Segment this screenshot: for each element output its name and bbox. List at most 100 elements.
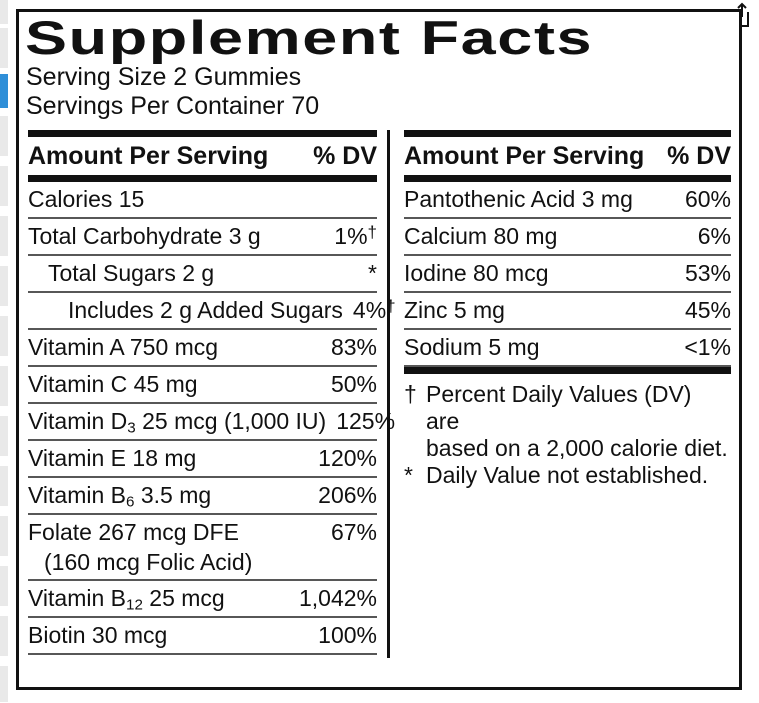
nutrient-row: Total Sugars 2 g * — [28, 256, 377, 291]
right-column-header: Amount Per Serving % DV — [404, 137, 731, 175]
left-rows-container: Calories 15 Total Carbohydrate 3 g 1%† Tota… — [28, 182, 396, 655]
nutrient-dv-value: 1%† — [334, 222, 377, 249]
rule-thick-under-right-header — [404, 175, 731, 182]
rule-thick-top-right — [404, 130, 731, 137]
rule-thick-top-left — [28, 130, 377, 137]
right-nutrient-column: Amount Per Serving % DV Pantothenic Acid… — [387, 130, 739, 658]
nutrient-row: Vitamin D3 25 mcg (1,000 IU) 125% — [28, 404, 395, 439]
row-divider — [28, 513, 377, 515]
edge-list-item[interactable] — [0, 216, 8, 257]
footnote: † Percent Daily Values (DV) are based on a… — [404, 381, 731, 462]
nutrient-dv-value: 120% — [318, 445, 377, 471]
footnote-text: Daily Value not established. — [426, 462, 709, 488]
nutrient-dv-value: <1% — [684, 334, 731, 360]
nutrient-dv-value: 125% — [336, 408, 396, 434]
nutrient-name: Zinc 5 mg — [404, 297, 505, 323]
edge-list-item[interactable] — [0, 116, 8, 157]
nutrient-dv-value: 206% — [318, 482, 377, 508]
nutrient-row: Vitamin C 45 mg 50% — [28, 367, 377, 402]
edge-list-item[interactable] — [0, 466, 8, 507]
nutrient-name: Includes 2 g Added Sugars — [68, 297, 343, 323]
row-divider — [28, 579, 377, 581]
right-header-amount-label: Amount Per Serving — [404, 142, 645, 170]
nutrient-row: Biotin 30 mcg 100% — [28, 618, 377, 653]
nutrient-name: Biotin 30 mcg — [28, 622, 168, 648]
nutrient-dv-value: 6% — [697, 223, 731, 249]
nutrient-dv-value: 4%† — [352, 296, 396, 323]
row-divider — [28, 365, 377, 367]
left-nutrient-column: Amount Per Serving % DV Calories 15 Total… — [19, 130, 396, 658]
nutrient-name: Vitamin D3 25 mcg (1,000 IU) — [28, 408, 327, 437]
row-divider — [28, 254, 377, 256]
row-divider — [28, 328, 377, 330]
nutrient-row: Sodium 5 mg <1% — [404, 330, 731, 365]
footnote: * Daily Value not established. — [404, 462, 731, 489]
footnote-marker: † — [404, 381, 417, 407]
nutrient-name: (160 mcg Folic Acid) — [44, 549, 253, 575]
left-header-amount-label: Amount Per Serving — [28, 142, 269, 170]
nutrient-name: Total Carbohydrate 3 g — [28, 223, 261, 249]
right-header-dv-label: % DV — [667, 142, 731, 170]
nutrient-name: Vitamin C 45 mg — [28, 371, 198, 397]
nutrient-name: Iodine 80 mcg — [404, 260, 549, 286]
nutrient-row: Zinc 5 mg 45% — [404, 293, 731, 328]
edge-list-item[interactable] — [0, 516, 8, 557]
edge-list-panel[interactable] — [0, 0, 11, 703]
row-divider — [28, 476, 377, 478]
nutrient-dv-value: 83% — [330, 334, 377, 360]
nutrient-dv-value: 67% — [330, 519, 377, 545]
nutrient-row: Vitamin B6 3.5 mg 206% — [28, 478, 377, 513]
edge-list-item[interactable] — [0, 74, 8, 109]
nutrient-name: Calcium 80 mg — [404, 223, 558, 249]
edge-list-item[interactable] — [0, 666, 8, 703]
nutrient-name: Vitamin B6 3.5 mg — [28, 482, 212, 511]
edge-list-item[interactable] — [0, 616, 8, 657]
row-divider — [28, 653, 377, 655]
row-divider — [28, 217, 377, 219]
nutrient-name: Total Sugars 2 g — [48, 260, 215, 286]
nutrient-row: Vitamin B12 25 mcg 1,042% — [28, 581, 377, 616]
supplement-facts-panel: Supplement Facts Serving Size 2 Gummies … — [16, 9, 742, 690]
footnote-text: Percent Daily Values (DV) are based on a … — [426, 381, 728, 461]
rule-thick-above-footnotes — [404, 367, 731, 374]
nutrient-name: Vitamin B12 25 mcg — [28, 585, 225, 614]
rule-thick-under-left-header — [28, 175, 377, 182]
row-divider — [28, 616, 377, 618]
edge-list-item[interactable] — [0, 316, 8, 357]
nutrient-row: Includes 2 g Added Sugars 4%† — [28, 293, 396, 328]
right-rows-container: Pantothenic Acid 3 mg 60% Calcium 80 mg 6% I… — [404, 182, 731, 367]
row-divider — [28, 439, 377, 441]
nutrient-name: Sodium 5 mg — [404, 334, 540, 360]
edge-list-item[interactable] — [0, 28, 8, 69]
edge-list-item[interactable] — [0, 416, 8, 457]
nutrient-row: Vitamin A 750 mcg 83% — [28, 330, 377, 365]
nutrient-dv-value: 100% — [318, 622, 377, 648]
nutrient-row: Calcium 80 mg 6% — [404, 219, 731, 254]
nutrient-dv-value: 1,042% — [298, 585, 377, 611]
row-divider — [404, 365, 731, 367]
nutrient-row: Vitamin E 18 mg 120% — [28, 441, 377, 476]
nutrient-name: Vitamin E 18 mg — [28, 445, 197, 471]
row-divider — [404, 217, 731, 219]
nutrient-row: Folate 267 mcg DFE 67% — [28, 515, 377, 550]
footnote-marker: * — [404, 462, 413, 488]
serving-size: Serving Size 2 Gummies — [26, 63, 302, 91]
nutrient-row: Total Carbohydrate 3 g 1%† — [28, 219, 377, 254]
nutrient-dv-value: * — [368, 260, 377, 286]
edge-list-item[interactable] — [0, 566, 8, 607]
nutrient-name: Vitamin A 750 mcg — [28, 334, 219, 360]
row-divider — [404, 291, 731, 293]
edge-list-item[interactable] — [0, 166, 8, 207]
nutrient-row: Iodine 80 mcg 53% — [404, 256, 731, 291]
left-header-dv-label: % DV — [313, 142, 377, 170]
row-divider — [404, 328, 731, 330]
nutrient-row: Pantothenic Acid 3 mg 60% — [404, 182, 731, 217]
edge-list-item[interactable] — [0, 0, 8, 25]
nutrient-columns: Amount Per Serving % DV Calories 15 Total… — [19, 130, 739, 658]
row-divider — [404, 254, 731, 256]
row-divider — [28, 291, 377, 293]
edge-list-item[interactable] — [0, 266, 8, 307]
edge-list-item[interactable] — [0, 366, 8, 407]
nutrient-dv-value: 60% — [684, 186, 731, 212]
row-divider — [28, 402, 377, 404]
